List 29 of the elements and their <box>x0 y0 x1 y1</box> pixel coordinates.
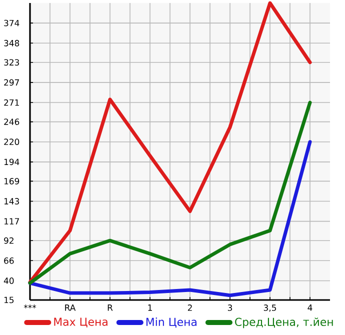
y-tick-label: 271 <box>4 99 19 106</box>
x-tick-label: R <box>108 304 113 311</box>
line-series <box>28 100 312 285</box>
y-tick-label: 143 <box>4 198 19 204</box>
y-tick-label: 15 <box>4 296 14 304</box>
y-tick-label: 220 <box>4 138 20 146</box>
x-tick-label: RA <box>65 304 76 311</box>
x-tick-label: 2 <box>188 304 192 311</box>
y-tick-label: 194 <box>4 158 20 166</box>
x-tick-label: 1 <box>148 304 152 311</box>
legend-label: Min Цена <box>146 318 196 328</box>
x-tick-label: 3 <box>228 304 232 311</box>
legend-label: Сред.Цена, т.йен <box>235 318 333 328</box>
y-tick-label: 40 <box>4 278 14 284</box>
y-tick-label: 348 <box>4 40 20 46</box>
y-tick-label: 66 <box>4 257 14 264</box>
legend-label: Max Цена <box>54 318 108 328</box>
y-tick-label: 374 <box>4 20 20 26</box>
y-tick-label: 246 <box>4 118 20 126</box>
line-series <box>28 140 312 298</box>
y-tick-label: 169 <box>4 178 20 184</box>
y-tick-label: 92 <box>4 237 14 244</box>
y-tick-label: 323 <box>4 59 19 66</box>
y-tick-label: 117 <box>4 218 19 224</box>
y-tick-label: 297 <box>4 79 19 86</box>
line-series <box>28 1 312 284</box>
x-tick-label: *** <box>24 304 36 308</box>
x-tick-label: 4 <box>308 304 312 311</box>
x-tick-label: 3,5 <box>264 304 276 312</box>
